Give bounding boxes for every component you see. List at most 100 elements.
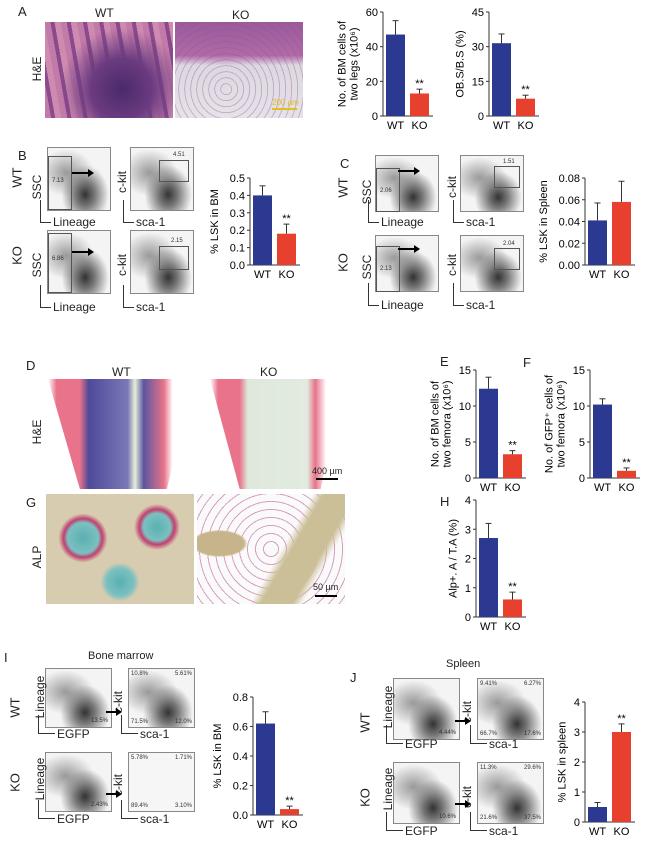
flow-plot-i-wt-egfp: 13.5%: [45, 668, 112, 728]
scalebar-d: [316, 478, 338, 480]
a2-significance: **: [521, 84, 530, 96]
i-y-label: % LSK in BM: [212, 724, 224, 789]
h-bar-ko: [503, 599, 522, 617]
j-x-sca1-ko: sca-1: [489, 824, 519, 838]
d-wt-label: WT: [112, 365, 131, 379]
flow-plot-j-wt-lsk: 9.41% 6.27% 66.7% 17.6%: [477, 678, 544, 740]
f-bar-ko: [617, 470, 636, 478]
i-x-label: KO: [282, 819, 298, 831]
b-tick-label: 0.3: [230, 208, 245, 220]
scalebar-g-label: 50 µm: [313, 582, 339, 592]
c-x-sca1: sca-1: [466, 215, 496, 229]
h-x-label: KO: [505, 621, 521, 633]
a1-bar-ko: [410, 93, 429, 116]
e-tick-label: 0: [465, 473, 471, 485]
i-significance: **: [285, 795, 294, 807]
c-tick-label: 0.08: [559, 173, 580, 185]
a1-tick-label: 20: [366, 76, 378, 88]
e-tick-label: 5: [465, 437, 471, 449]
f-tick-label: 15: [573, 365, 585, 377]
b-bar-ko: [277, 233, 296, 265]
j-x-egfp: EGFP: [405, 737, 438, 751]
i-x-sca1: sca-1: [140, 727, 170, 741]
b-significance: **: [282, 213, 291, 225]
a-wt-label: WT: [95, 6, 114, 20]
he-image-ko: [175, 22, 303, 118]
a1-tick-label: 40: [366, 42, 378, 54]
f-bar-wt: [593, 404, 612, 478]
j-x-label: WT: [589, 826, 606, 838]
flow-plot-c-wt-lsk: 1.51: [460, 155, 524, 212]
i-tick-label: 0.8: [233, 692, 248, 704]
e-y-label: two femora (x10⁶): [441, 380, 453, 467]
f-tick-label: 5: [579, 437, 585, 449]
j-y-label: % LSK in spleen: [557, 722, 569, 803]
arrow-icon: [455, 800, 471, 808]
a1-y-label: two legs (x10⁶): [348, 28, 360, 101]
a2-tick-label: 0: [478, 111, 484, 123]
panel-label-h: H: [440, 494, 450, 509]
b-bar-wt: [253, 195, 272, 265]
h-tick-label: 3: [465, 524, 471, 536]
f-y-label: No. of GFP⁺ cells of: [543, 374, 555, 473]
e-significance: **: [508, 440, 517, 452]
i-title: Bone marrow: [88, 650, 154, 662]
arrow-icon: [106, 708, 122, 716]
b-x-lineage-ko: Lineage: [53, 300, 96, 314]
i-x-egfp-ko: EGFP: [57, 812, 90, 826]
f-significance: **: [622, 457, 631, 469]
e-x-label: KO: [505, 482, 521, 494]
panel-label-i: I: [4, 650, 8, 665]
j-tick-label: 4: [574, 697, 580, 709]
a2-tick-label: 45: [472, 7, 484, 19]
c-bar-ko: [612, 201, 631, 265]
i-x-label: WT: [257, 819, 274, 831]
a2-y-label: OB.S/B.S (%): [454, 30, 466, 97]
flow-plot-i-ko-egfp: 2.43%: [45, 752, 112, 812]
panel-label-j: J: [350, 670, 357, 685]
alp-image-ko: [197, 494, 345, 604]
i-tick-label: 0.2: [233, 781, 248, 793]
e-y-label: No. of BM cells of: [429, 380, 441, 467]
alp-image-wt: [46, 494, 194, 604]
flow-plot-c-ko-lineage: 2.13: [375, 235, 439, 292]
e-bar-wt: [479, 388, 498, 478]
h-bar-wt: [479, 538, 498, 617]
flow-plot-i-wt-lsk: 10.8% 5.61% 71.5% 12.0%: [128, 668, 195, 728]
i-bar-wt: [256, 723, 275, 815]
j-tick-label: 3: [574, 727, 580, 739]
arrow-icon: [106, 790, 122, 798]
j-title: Spleen: [446, 658, 481, 670]
e-bar-ko: [503, 454, 522, 478]
b-x-label: KO: [279, 269, 295, 281]
b-y-label: % LSK in BM: [209, 189, 221, 254]
arrow-icon: [455, 717, 471, 725]
flow-plot-i-ko-lsk: 5.78% 1.71% 89.4% 3.10%: [128, 752, 195, 812]
c-tick-label: 0.04: [559, 217, 580, 229]
h-x-label: WT: [480, 621, 497, 633]
e-tick-label: 10: [459, 401, 471, 413]
h-tick-label: 4: [465, 495, 471, 507]
b-x-sca1: sca-1: [136, 215, 166, 229]
panel-label-g: G: [26, 495, 37, 510]
f-x-label: WT: [594, 482, 611, 494]
j-tick-label: 0: [574, 817, 580, 829]
j-tick-label: 1: [574, 787, 580, 799]
c-bar-wt: [588, 220, 607, 265]
h-y-label: Alp+. A / T.A (%): [448, 519, 460, 598]
flow-plot-b-ko-lsk: 2.15: [130, 230, 194, 294]
a1-significance: **: [415, 78, 424, 90]
d-ko-label: KO: [260, 365, 278, 379]
flow-plot-b-wt-lsk: 4.51: [130, 147, 194, 211]
a1-bar-wt: [386, 34, 405, 116]
scalebar-g: [315, 595, 337, 597]
flow-plot-j-ko-lsk: 11.3% 29.6% 21.6% 37.5%: [477, 762, 544, 824]
j-bar-wt: [588, 807, 607, 822]
b-tick-label: 0.0: [230, 260, 245, 272]
j-x-sca1: sca-1: [489, 737, 519, 751]
scalebar-a: [272, 108, 297, 110]
b-x-sca1-ko: sca-1: [136, 300, 166, 314]
a2-tick-label: 15: [472, 76, 484, 88]
flow-plot-j-ko-egfp: 10.6%: [393, 762, 460, 824]
